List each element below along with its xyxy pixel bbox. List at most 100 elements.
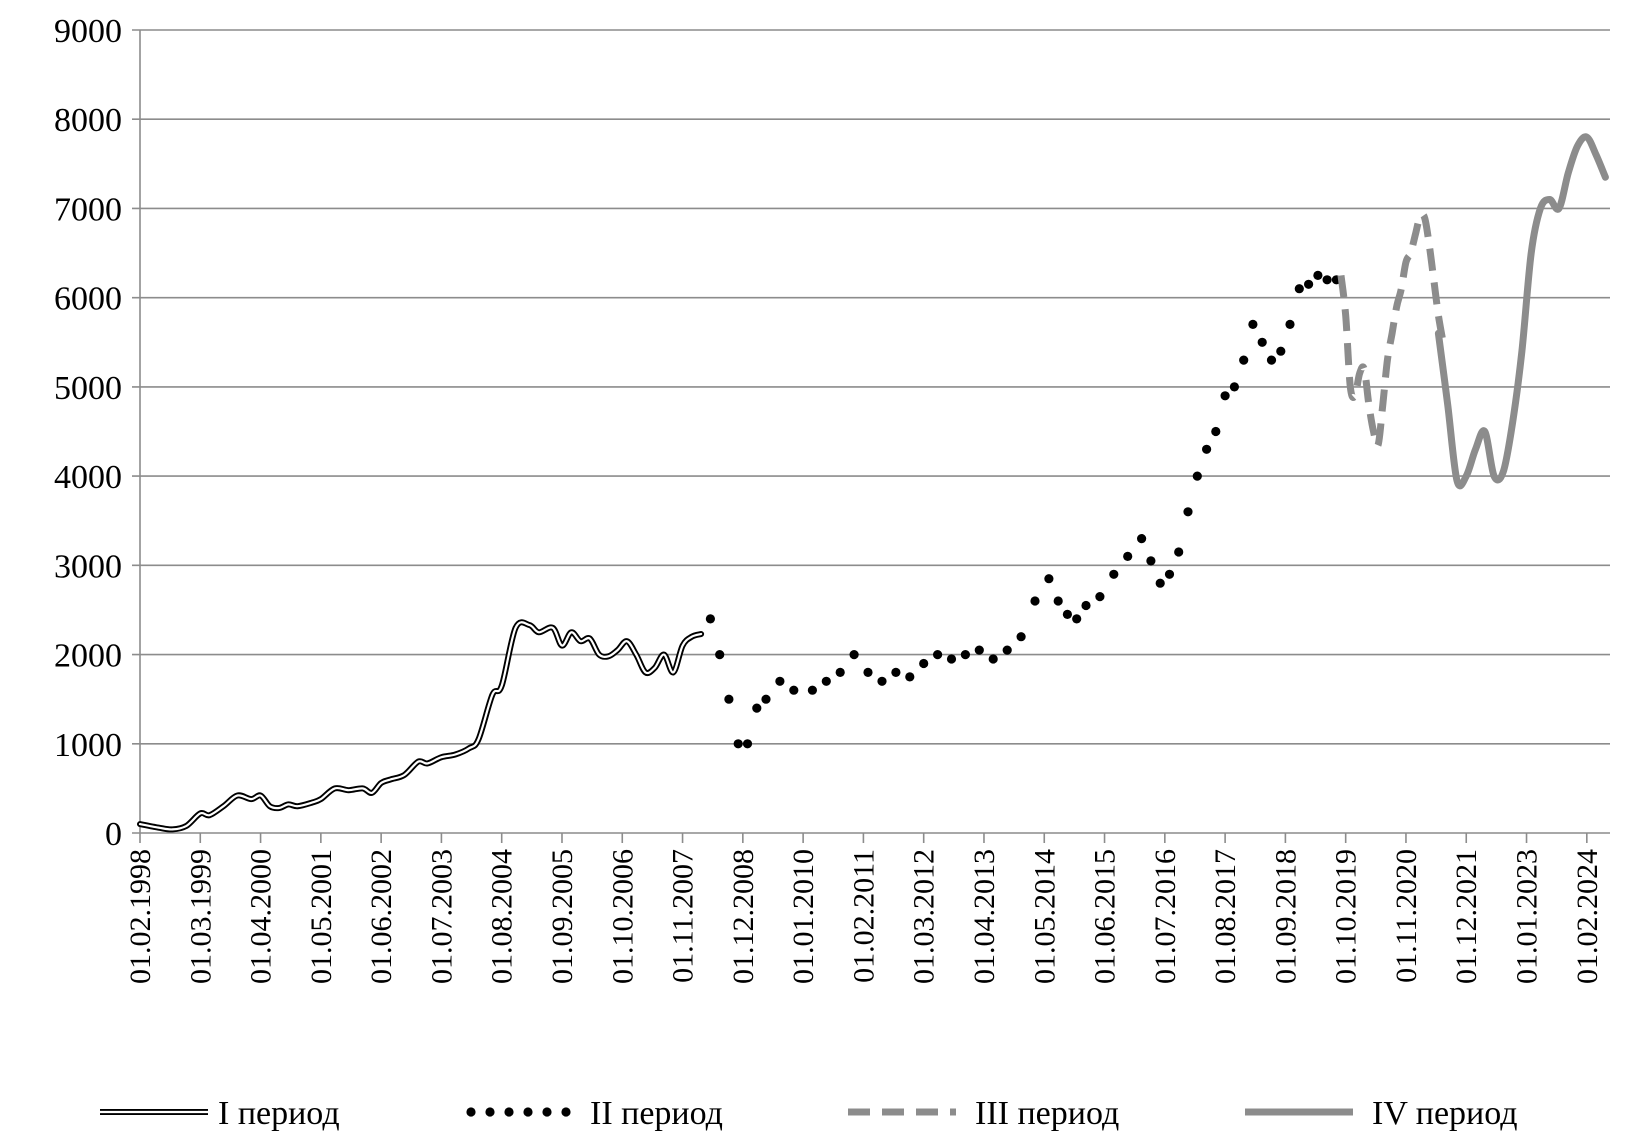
data-point bbox=[1123, 551, 1133, 562]
y-tick-label: 0 bbox=[105, 816, 122, 853]
legend-swatch-dot bbox=[485, 1107, 495, 1117]
series-line-inner bbox=[138, 621, 703, 831]
data-point bbox=[877, 676, 887, 686]
series-line bbox=[1434, 133, 1609, 490]
x-tick-label: 01.09.2018 bbox=[1269, 849, 1302, 984]
data-point bbox=[988, 654, 998, 664]
data-point bbox=[863, 667, 873, 678]
x-tick-label: 01.05.2001 bbox=[305, 849, 338, 984]
data-point bbox=[1155, 578, 1165, 588]
series-3 bbox=[1337, 211, 1447, 450]
legend-label: III период bbox=[975, 1095, 1119, 1132]
legend-item-1: I период bbox=[100, 1095, 340, 1132]
x-tick-label: 01.02.2011 bbox=[847, 849, 880, 983]
data-point bbox=[1229, 382, 1239, 392]
data-point bbox=[733, 739, 743, 749]
data-point bbox=[742, 739, 753, 749]
data-point bbox=[1072, 614, 1082, 624]
data-point bbox=[789, 685, 799, 695]
data-point bbox=[1146, 556, 1156, 566]
series-lines bbox=[137, 133, 1609, 833]
x-tick-label: 01.07.2003 bbox=[425, 849, 458, 984]
data-point bbox=[960, 650, 971, 660]
grid-lines bbox=[132, 29, 1610, 834]
legend-swatch-dot bbox=[504, 1107, 514, 1117]
x-tick-label: 01.11.2020 bbox=[1390, 849, 1423, 983]
y-tick-label: 3000 bbox=[54, 548, 122, 585]
series-4 bbox=[1434, 133, 1609, 490]
x-tick-label: 01.02.2024 bbox=[1571, 849, 1604, 984]
x-tick-label: 01.12.2021 bbox=[1450, 849, 1483, 984]
legend-swatch-dot bbox=[523, 1107, 533, 1117]
x-tick-label: 01.06.2015 bbox=[1089, 849, 1122, 984]
data-point bbox=[1109, 569, 1119, 579]
data-point bbox=[1294, 284, 1304, 294]
data-point bbox=[1192, 471, 1202, 481]
x-tick-label: 01.11.2007 bbox=[667, 849, 700, 983]
x-tick-label: 01.05.2014 bbox=[1028, 849, 1061, 984]
data-point bbox=[933, 650, 943, 660]
legend-label: IV период bbox=[1372, 1095, 1518, 1132]
data-point bbox=[849, 650, 859, 660]
data-point bbox=[821, 676, 831, 686]
data-point bbox=[1202, 444, 1212, 454]
data-point bbox=[946, 654, 957, 664]
series-2 bbox=[705, 270, 1341, 749]
y-tick-label: 8000 bbox=[54, 102, 122, 139]
x-tick-label: 01.06.2002 bbox=[365, 849, 398, 984]
data-point bbox=[1062, 609, 1072, 620]
data-point bbox=[775, 676, 785, 686]
y-tick-label: 9000 bbox=[54, 13, 122, 50]
data-point bbox=[752, 703, 762, 713]
data-point bbox=[1248, 319, 1258, 329]
data-point bbox=[724, 694, 734, 704]
data-point bbox=[1285, 319, 1295, 329]
x-tick-label: 01.02.1998 bbox=[124, 849, 157, 984]
x-tick-label: 01.03.2012 bbox=[908, 849, 941, 984]
data-point bbox=[1164, 569, 1175, 579]
x-tick-label: 01.04.2013 bbox=[968, 849, 1001, 984]
legend-label: I период bbox=[218, 1095, 340, 1132]
y-tick-label: 1000 bbox=[54, 727, 122, 764]
y-axis-ticks: 0 1000 2000 3000 4000 5000 6000 7000 8000 9000 bbox=[54, 13, 122, 853]
x-tick-label: 01.03.1999 bbox=[184, 849, 217, 984]
data-point bbox=[1220, 391, 1230, 401]
data-point bbox=[1016, 632, 1026, 642]
x-tick-label: 01.04.2000 bbox=[245, 849, 278, 984]
data-point bbox=[905, 672, 915, 682]
data-point bbox=[1174, 547, 1184, 557]
x-tick-label: 01.01.2010 bbox=[787, 849, 820, 984]
legend: I период II период III период IV период bbox=[100, 1095, 1518, 1132]
data-point bbox=[835, 667, 845, 678]
data-point bbox=[1239, 355, 1249, 365]
data-point bbox=[1276, 346, 1286, 356]
data-point bbox=[919, 658, 929, 669]
data-point bbox=[1322, 275, 1332, 285]
legend-swatch-dot bbox=[542, 1107, 552, 1117]
x-tick-label: 01.08.2017 bbox=[1209, 849, 1242, 984]
data-point bbox=[1304, 279, 1314, 289]
y-tick-label: 4000 bbox=[54, 459, 122, 496]
legend-item-4: IV период bbox=[1245, 1095, 1518, 1132]
data-point bbox=[1002, 645, 1012, 655]
x-tick-label: 01.12.2008 bbox=[727, 849, 760, 984]
series-line bbox=[1337, 211, 1447, 450]
x-tick-label: 01.01.2023 bbox=[1511, 849, 1544, 984]
data-point bbox=[761, 694, 771, 704]
data-point bbox=[1313, 270, 1323, 280]
x-tick-label: 01.08.2004 bbox=[486, 849, 519, 984]
x-tick-label: 01.09.2005 bbox=[546, 849, 579, 984]
data-point bbox=[974, 645, 984, 655]
data-point bbox=[1053, 596, 1063, 606]
legend-item-3: III период bbox=[848, 1095, 1119, 1132]
x-tick-label: 01.07.2016 bbox=[1149, 849, 1182, 984]
data-point bbox=[1266, 355, 1277, 365]
legend-label: II период bbox=[590, 1095, 723, 1132]
legend-swatch-dot bbox=[561, 1107, 571, 1117]
data-point bbox=[1081, 600, 1091, 611]
data-point bbox=[1030, 596, 1040, 606]
series-line-outer bbox=[137, 619, 705, 833]
y-tick-label: 5000 bbox=[54, 370, 122, 407]
series-1 bbox=[137, 619, 705, 833]
